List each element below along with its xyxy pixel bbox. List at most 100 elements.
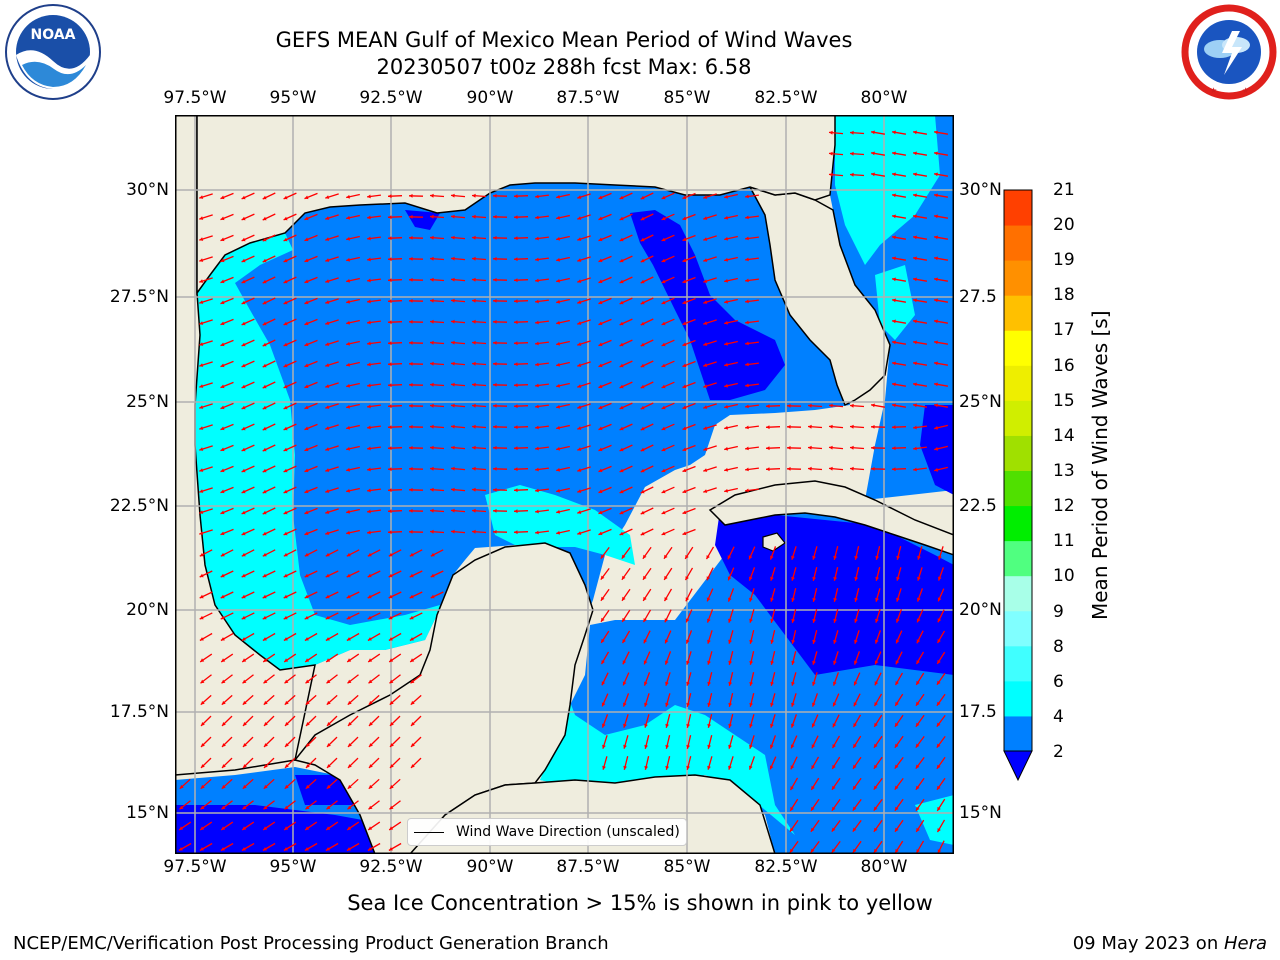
wind-wave-arrowhead [514,215,518,220]
wind-wave-arrowhead [745,341,749,346]
wind-wave-arrowhead [367,299,371,304]
wind-wave-arrowhead [493,257,497,261]
wind-wave-arrowhead [346,552,351,557]
wind-wave-arrowhead [241,258,246,263]
wind-wave-arrowhead [220,510,225,515]
wind-wave-arrowhead [493,488,497,492]
wind-wave-arrowhead [262,321,267,326]
wind-wave-arrowhead [622,639,626,644]
wind-wave-arrowhead [661,237,666,242]
wind-wave-arrowhead [791,681,795,686]
wind-wave-arrowhead [493,236,497,240]
wind-wave-arrowhead [854,556,859,560]
wind-wave-arrowhead [262,216,267,221]
wind-wave-arrowhead [346,215,350,220]
wind-wave-arrowhead [745,467,749,472]
wind-wave-arrowhead [409,552,414,557]
wind-wave-arrowhead [493,509,497,513]
wind-wave-arrowhead [409,488,413,492]
wind-wave-arrowhead [895,639,900,644]
wind-wave-arrowhead [913,361,917,366]
lon-tick-bottom: 87.5°W [556,857,620,877]
wind-wave-arrowhead [850,445,854,450]
wind-wave-arrowhead [894,764,899,769]
graticule [175,115,954,854]
wind-wave-arrowhead [875,618,879,623]
wind-wave-arrowhead [514,446,518,451]
wind-wave-arrowhead [472,487,476,492]
wind-wave-arrowhead [601,702,606,707]
wind-wave-arrowhead [598,237,603,242]
wind-wave-arrowhead [642,554,647,559]
wind-wave-arrowhead [850,424,854,429]
wind-wave-arrowhead [243,743,247,747]
wind-wave-arrowhead [665,660,669,665]
wind-wave-arrowhead [367,194,371,199]
wind-wave-arrowhead [745,299,749,304]
wind-wave-arrowhead [262,552,267,557]
wind-wave-arrowhead [621,575,626,580]
lat-tick-right: 30°N [959,180,1002,200]
wind-wave-arrowhead [703,195,708,199]
wind-wave-arrowhead [222,722,226,726]
wind-wave-arrowhead [472,445,476,450]
wind-wave-arrowhead [472,424,476,429]
wind-wave-arrowhead [622,660,627,665]
chart-title: GEFS MEAN Gulf of Mexico Mean Period of … [275,28,853,52]
wind-wave-arrowhead [913,235,917,240]
wind-wave-arrowhead [770,576,774,581]
wind-wave-arrowhead [535,404,539,409]
wind-wave-arrowhead [199,573,204,578]
wind-wave-arrowhead [829,151,833,156]
wind-wave-arrowhead [367,215,371,220]
wind-wave-arrowhead [791,597,795,602]
wind-wave-arrowhead [409,404,413,408]
wind-wave-arrowhead [871,130,875,135]
wind-wave-arrowhead [493,278,497,282]
wind-wave-arrowhead [703,216,708,220]
wind-wave-arrowhead [388,573,393,578]
wind-wave-arrowhead [598,195,603,200]
wind-wave-arrowhead [347,700,352,705]
wind-wave-arrowhead [577,216,582,220]
wind-wave-arrowhead [665,723,669,728]
wind-wave-arrowhead [640,279,645,284]
wind-wave-arrowhead [601,638,605,643]
wind-wave-arrowhead [388,257,392,262]
wind-wave-arrowhead [409,615,414,620]
wind-wave-arrowhead [724,299,728,304]
wind-wave-arrowhead [812,681,816,686]
wind-wave-arrowhead [325,195,330,199]
wind-wave-arrowhead [913,193,917,198]
wind-wave-arrowhead [937,785,941,790]
wind-wave-arrowhead [728,744,732,749]
wind-wave-arrowhead [661,510,666,515]
wind-wave-arrowhead [892,193,896,198]
wind-wave-arrowhead [749,723,753,728]
wind-wave-arrowhead [199,426,204,430]
wind-wave-arrowhead [577,321,582,325]
wind-wave-arrowhead [200,805,205,810]
wind-wave-arrowhead [304,615,309,620]
wind-wave-arrowhead [874,848,878,853]
wind-wave-arrowhead [430,466,434,471]
wind-wave-arrowhead [199,531,204,535]
wind-wave-arrowhead [727,576,732,581]
wind-wave-arrowhead [770,744,774,749]
wind-wave-arrowhead [241,615,246,620]
wind-wave-arrowhead [787,446,791,450]
wind-wave-arrowhead [896,597,900,602]
wind-wave-arrowhead [682,300,687,305]
wind-wave-arrowhead [368,679,373,684]
wind-wave-arrowhead [451,319,455,324]
wind-wave-arrowhead [850,130,854,135]
wind-wave-arrowhead [262,258,267,263]
wind-wave-arrowhead [640,405,645,410]
wind-wave-arrowhead [220,321,225,326]
lat-tick-left: 15°N [126,803,169,823]
wind-wave-arrowhead [601,681,606,686]
lat-tick-left: 27.5°N [109,287,169,307]
colorbar-segment [1004,540,1032,577]
wind-wave-arrowhead [493,215,497,219]
wind-wave-arrowhead [892,235,896,240]
